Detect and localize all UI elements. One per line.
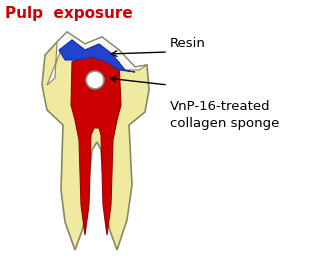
Text: VnP-16-treated
collagen sponge: VnP-16-treated collagen sponge bbox=[170, 100, 279, 130]
Text: Pulp  exposure: Pulp exposure bbox=[5, 6, 133, 21]
Polygon shape bbox=[47, 32, 147, 85]
Polygon shape bbox=[71, 54, 121, 235]
Circle shape bbox=[86, 71, 104, 89]
Polygon shape bbox=[42, 32, 149, 250]
Polygon shape bbox=[59, 40, 135, 72]
Text: Resin: Resin bbox=[170, 37, 206, 50]
